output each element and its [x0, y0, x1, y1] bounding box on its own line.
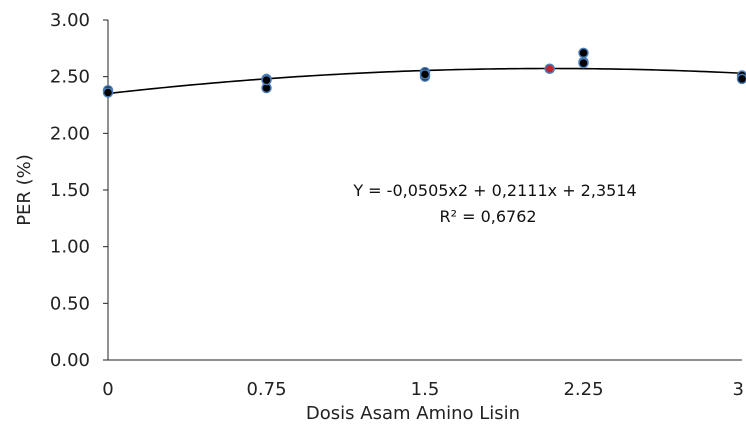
- data-point: [578, 47, 589, 59]
- x-tick-label: 0.75: [246, 379, 286, 400]
- y-tick-label: 1.50: [50, 180, 90, 201]
- x-tick-label: 3: [733, 379, 744, 400]
- y-axis-title: PER (%): [14, 154, 35, 226]
- data-point: [578, 57, 589, 69]
- y-tick-label: 3.00: [50, 10, 90, 31]
- x-tick-label: 1.5: [411, 379, 440, 400]
- x-tick-label: 2.25: [563, 379, 603, 400]
- x-tick-label: 0: [102, 379, 113, 400]
- y-tick-label: 0.00: [50, 350, 90, 371]
- r-squared-label: R² = 0,6762: [439, 207, 536, 226]
- trendline-equation: Y = -0,0505x2 + 0,2111x + 2,3514: [352, 181, 636, 200]
- data-point: [261, 74, 272, 86]
- x-axis-ticks: 0 0.75 1.5 2.25 3: [102, 379, 744, 400]
- data-point: [419, 69, 431, 80]
- y-axis-ticks: 0.00 0.50 1.00 1.50 2.00 2.50 3.00: [50, 10, 108, 371]
- y-tick-label: 0.50: [50, 293, 90, 314]
- highlight-point: [544, 63, 555, 74]
- data-points: [102, 47, 746, 98]
- data-point: [102, 87, 114, 98]
- y-tick-label: 2.50: [50, 67, 90, 88]
- x-axis-title: Dosis Asam Amino Lisin: [306, 403, 520, 424]
- y-tick-label: 1.00: [50, 237, 90, 258]
- data-point: [736, 73, 746, 85]
- y-tick-label: 2.00: [50, 123, 90, 144]
